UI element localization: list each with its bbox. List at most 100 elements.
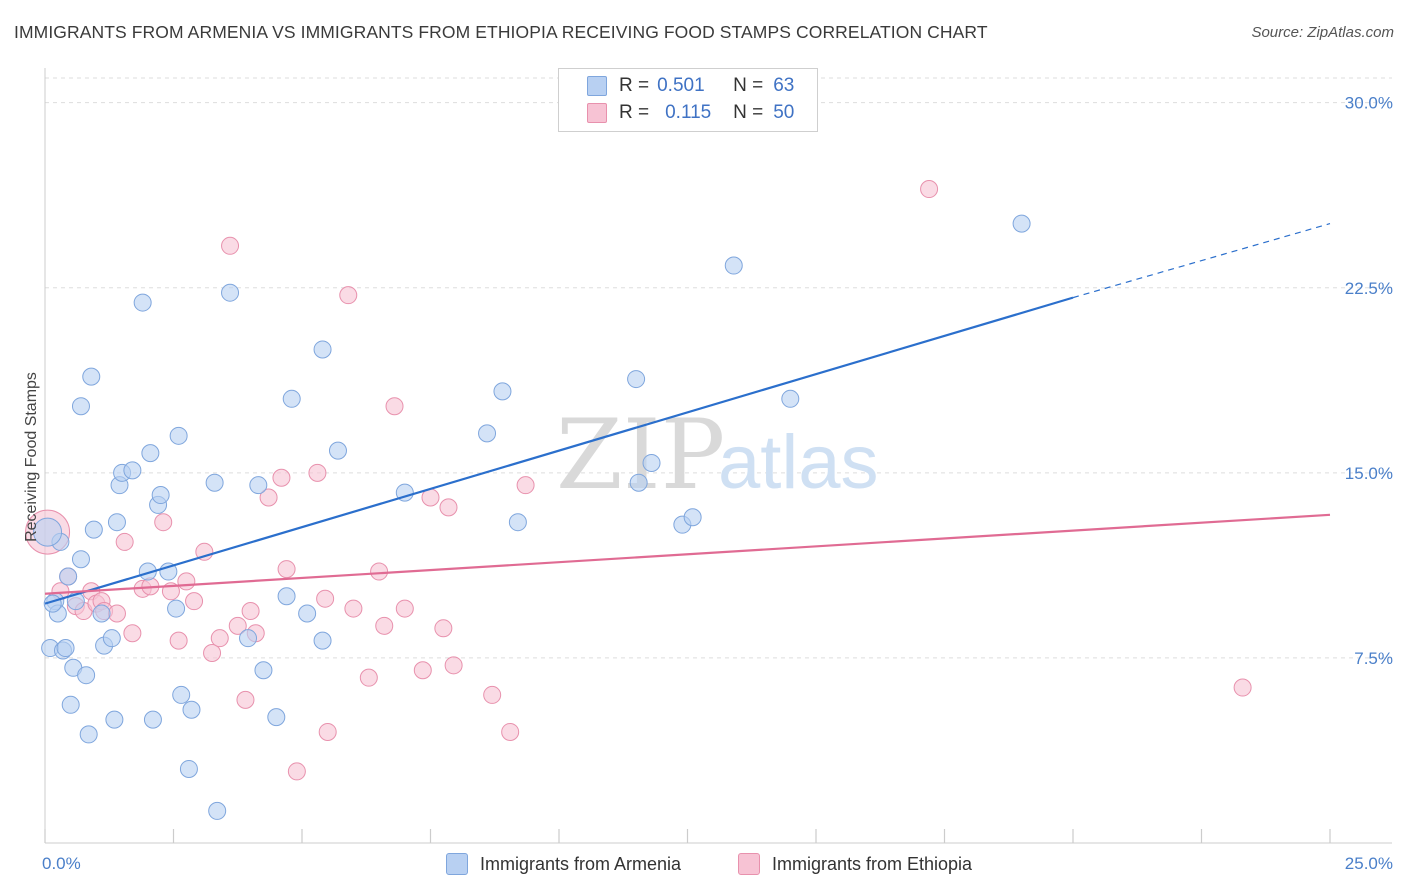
armenia-point [71, 397, 90, 416]
ethiopia-point [123, 624, 142, 643]
armenia-point [169, 426, 188, 445]
armenia-point [239, 629, 258, 648]
armenia-trendline-extension [1072, 223, 1331, 299]
ethiopia-point [210, 629, 229, 648]
armenia-points [33, 214, 1031, 820]
armenia-point [298, 604, 317, 623]
ethiopia-point [316, 589, 335, 608]
bottom-legend-label-armenia: Immigrants from Armenia [480, 853, 682, 874]
armenia-point [71, 550, 90, 569]
armenia-point [133, 293, 152, 312]
armenia-point [84, 520, 103, 539]
armenia-point [249, 476, 268, 495]
armenia-point [141, 444, 160, 463]
armenia-point [478, 424, 497, 443]
tick-labels: 7.5% 15.0% 22.5% 30.0% 0.0% 25.0% [42, 94, 1393, 873]
ethiopia-point [434, 619, 453, 638]
ethiopia-point [413, 661, 432, 680]
armenia-point [221, 283, 240, 302]
ethiopia-point [1233, 678, 1252, 697]
armenia-point [151, 486, 170, 505]
ethiopia-point [154, 513, 173, 532]
grid-lines [45, 77, 1392, 659]
ethiopia-point [221, 236, 240, 255]
armenia-point [79, 725, 98, 744]
armenia-point [208, 801, 227, 820]
armenia-point [143, 710, 162, 729]
bottom-legend-armenia: Immigrants from Armenia [446, 852, 681, 876]
y-tick-label: 15.0% [1345, 464, 1393, 483]
armenia-point [182, 700, 201, 719]
ethiopia-point [339, 286, 358, 305]
ethiopia-point [516, 476, 535, 495]
legend-n-value-armenia: 63 [773, 75, 795, 96]
armenia-point [313, 631, 332, 650]
armenia-point [61, 695, 80, 714]
ethiopia-point [308, 463, 327, 482]
y-tick-label: 30.0% [1345, 94, 1393, 113]
armenia-point [56, 639, 75, 658]
armenia-point [59, 567, 78, 586]
ethiopia-point [241, 602, 260, 621]
correlation-legend: R = 0.501 N = 63 R = 0.115 N = 50 [558, 68, 818, 132]
armenia-point [254, 661, 273, 680]
ethiopia-point [444, 656, 463, 675]
armenia-point [629, 473, 648, 492]
ethiopia-point [501, 722, 520, 741]
legend-r-value-armenia: 0.501 [657, 75, 705, 96]
armenia-point [205, 473, 224, 492]
ethiopia-point [385, 397, 404, 416]
y-tick-label: 22.5% [1345, 279, 1393, 298]
armenia-point [179, 759, 198, 778]
armenia-point [33, 517, 63, 547]
armenia-point [724, 256, 743, 275]
armenia-point [627, 370, 646, 389]
armenia-point [277, 587, 296, 606]
ethiopia-point [236, 690, 255, 709]
ethiopia-point [375, 616, 394, 635]
ethiopia-point [287, 762, 306, 781]
armenia-point [82, 367, 101, 386]
armenia-point [642, 453, 661, 472]
ethiopia-point [107, 604, 126, 623]
armenia-point [508, 513, 527, 532]
watermark: ZIP atlas [556, 399, 879, 511]
watermark-atlas: atlas [718, 420, 879, 505]
ethiopia-point [115, 532, 134, 551]
legend-r-label: R = [619, 102, 650, 123]
armenia-point [328, 441, 347, 460]
bottom-legend-label-ethiopia: Immigrants from Ethiopia [772, 853, 973, 874]
ethiopia-point [185, 592, 204, 611]
ethiopia-point [344, 599, 363, 618]
legend-swatch-ethiopia [587, 103, 607, 123]
legend-n-value-ethiopia: 50 [773, 102, 795, 123]
armenia-point [493, 382, 512, 401]
ethiopia-point [277, 560, 296, 579]
chart-title: IMMIGRANTS FROM ARMENIA VS IMMIGRANTS FR… [14, 22, 988, 42]
x-tick-label: 0.0% [42, 854, 81, 873]
armenia-point [313, 340, 332, 359]
ethiopia-point [203, 643, 222, 662]
ethiopia-point [169, 631, 188, 650]
y-axis-title: Receiving Food Stamps [23, 372, 40, 542]
ethiopia-point [272, 468, 291, 487]
armenia-point [167, 599, 186, 618]
legend-swatch-armenia [587, 76, 607, 96]
ethiopia-point [395, 599, 414, 618]
armenia-point [92, 604, 111, 623]
armenia-point [107, 513, 126, 532]
armenia-point [282, 389, 301, 408]
ethiopia-point [318, 722, 337, 741]
ethiopia-point [259, 488, 278, 507]
armenia-point [77, 666, 96, 685]
watermark-zip: ZIP [556, 399, 725, 511]
armenia-point [102, 629, 121, 648]
armenia-point [105, 710, 124, 729]
armenia-point [123, 461, 142, 480]
armenia-point [172, 685, 191, 704]
bottom-legend-ethiopia: Immigrants from Ethiopia [738, 852, 972, 876]
axes [44, 68, 1392, 844]
legend-row-armenia: R = 0.501 N = 63 [587, 73, 794, 99]
ethiopia-point [439, 498, 458, 517]
